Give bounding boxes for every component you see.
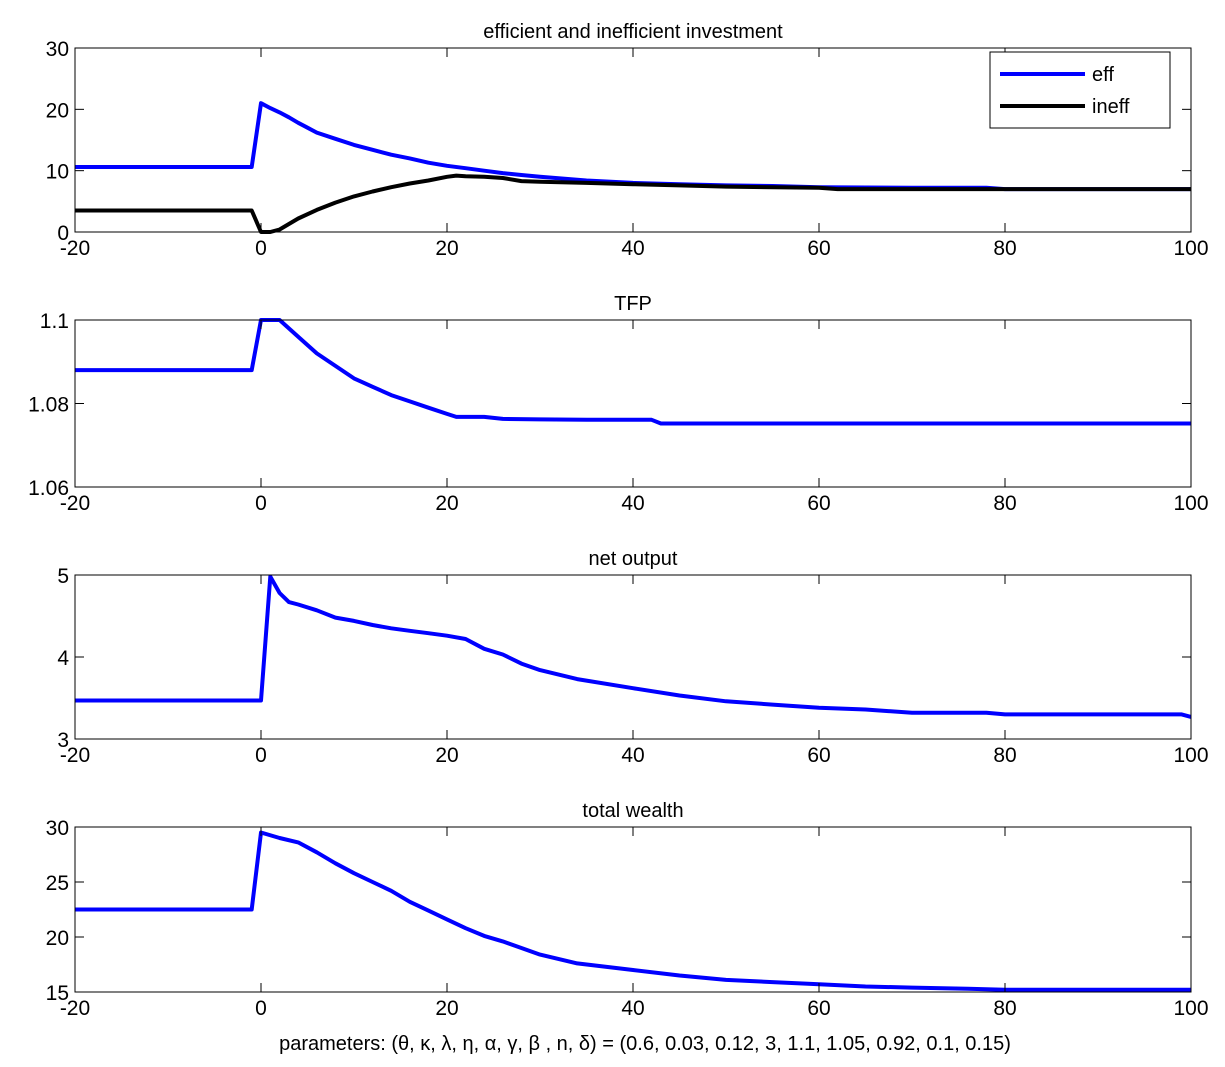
legend-label-eff: eff bbox=[1092, 64, 1114, 86]
x-tick-label: 40 bbox=[621, 997, 644, 1020]
x-tick-label: 60 bbox=[807, 997, 830, 1020]
y-tick-label: 30 bbox=[46, 817, 69, 840]
x-tick-label: 80 bbox=[993, 997, 1016, 1020]
x-tick-label: 20 bbox=[435, 492, 458, 515]
x-tick-label: 40 bbox=[621, 744, 644, 767]
chart-title: TFP bbox=[614, 293, 652, 315]
chart-panel-4: total wealth -20 0 20 40 60 80 100 15 20 25 30 bbox=[46, 800, 1209, 1020]
x-tick-label: 80 bbox=[993, 492, 1016, 515]
x-tick-label: 0 bbox=[255, 492, 267, 515]
x-tick-label: 100 bbox=[1173, 744, 1208, 767]
chart-panel-2: TFP -20 0 20 40 60 80 100 1.06 1.08 1.1 bbox=[28, 293, 1208, 515]
y-tick-label: 0 bbox=[57, 222, 69, 245]
chart-panel-3: net output -20 0 20 40 60 80 100 3 4 5 bbox=[57, 548, 1208, 767]
series-line-series-1 bbox=[75, 574, 1191, 719]
x-tick-label: 20 bbox=[435, 997, 458, 1020]
x-tick-label: 20 bbox=[435, 744, 458, 767]
y-tick-label: 30 bbox=[46, 38, 69, 61]
legend-label-ineff: ineff bbox=[1092, 96, 1130, 118]
chart-title: total wealth bbox=[582, 800, 683, 822]
y-tick-label: 1.08 bbox=[28, 394, 69, 417]
series-line-series-1 bbox=[75, 830, 1191, 992]
y-tick-label: 1.06 bbox=[28, 477, 69, 500]
x-tick-label: -20 bbox=[60, 492, 90, 515]
y-tick-label: 20 bbox=[46, 99, 69, 122]
y-tick-label: 4 bbox=[57, 647, 69, 670]
x-tick-label: 100 bbox=[1173, 492, 1208, 515]
x-tick-label: 100 bbox=[1173, 237, 1208, 260]
series-line-series-1 bbox=[75, 318, 1191, 426]
series-line-ineff bbox=[75, 173, 1191, 234]
chart-title: net output bbox=[589, 548, 678, 570]
x-tick-label: 80 bbox=[993, 744, 1016, 767]
x-tick-label: -20 bbox=[60, 237, 90, 260]
x-tick-label: -20 bbox=[60, 997, 90, 1020]
x-tick-label: 40 bbox=[621, 237, 644, 260]
y-tick-label: 1.1 bbox=[40, 310, 69, 333]
legend-box bbox=[989, 51, 1171, 129]
y-tick-label: 20 bbox=[46, 927, 69, 950]
x-tick-label: 60 bbox=[807, 237, 830, 260]
x-tick-label: 0 bbox=[255, 997, 267, 1020]
parameters-footer: parameters: (θ, κ, λ, η, α, γ, β , n, δ)… bbox=[279, 1033, 1011, 1055]
x-tick-label: 60 bbox=[807, 492, 830, 515]
x-tick-label: 60 bbox=[807, 744, 830, 767]
x-tick-label: 100 bbox=[1173, 997, 1208, 1020]
plot-area-frame bbox=[74, 319, 1192, 488]
x-tick-label: -20 bbox=[60, 744, 90, 767]
y-tick-label: 3 bbox=[57, 729, 69, 752]
y-tick-label: 15 bbox=[46, 982, 69, 1005]
y-tick-label: 10 bbox=[46, 161, 69, 184]
x-tick-label: 40 bbox=[621, 492, 644, 515]
chart-panel-1: efficient and inefficient investment-20 0… bbox=[46, 21, 1209, 260]
x-tick-label: 0 bbox=[255, 237, 267, 260]
charts-group: efficient and inefficient investment-20 0… bbox=[28, 21, 1208, 1020]
x-tick-label: 20 bbox=[435, 237, 458, 260]
x-tick-label: 80 bbox=[993, 237, 1016, 260]
chart-title: efficient and inefficient investment bbox=[483, 21, 783, 43]
x-tick-label: 0 bbox=[255, 744, 267, 767]
y-tick-label: 25 bbox=[46, 872, 69, 895]
y-tick-label: 5 bbox=[57, 565, 69, 588]
